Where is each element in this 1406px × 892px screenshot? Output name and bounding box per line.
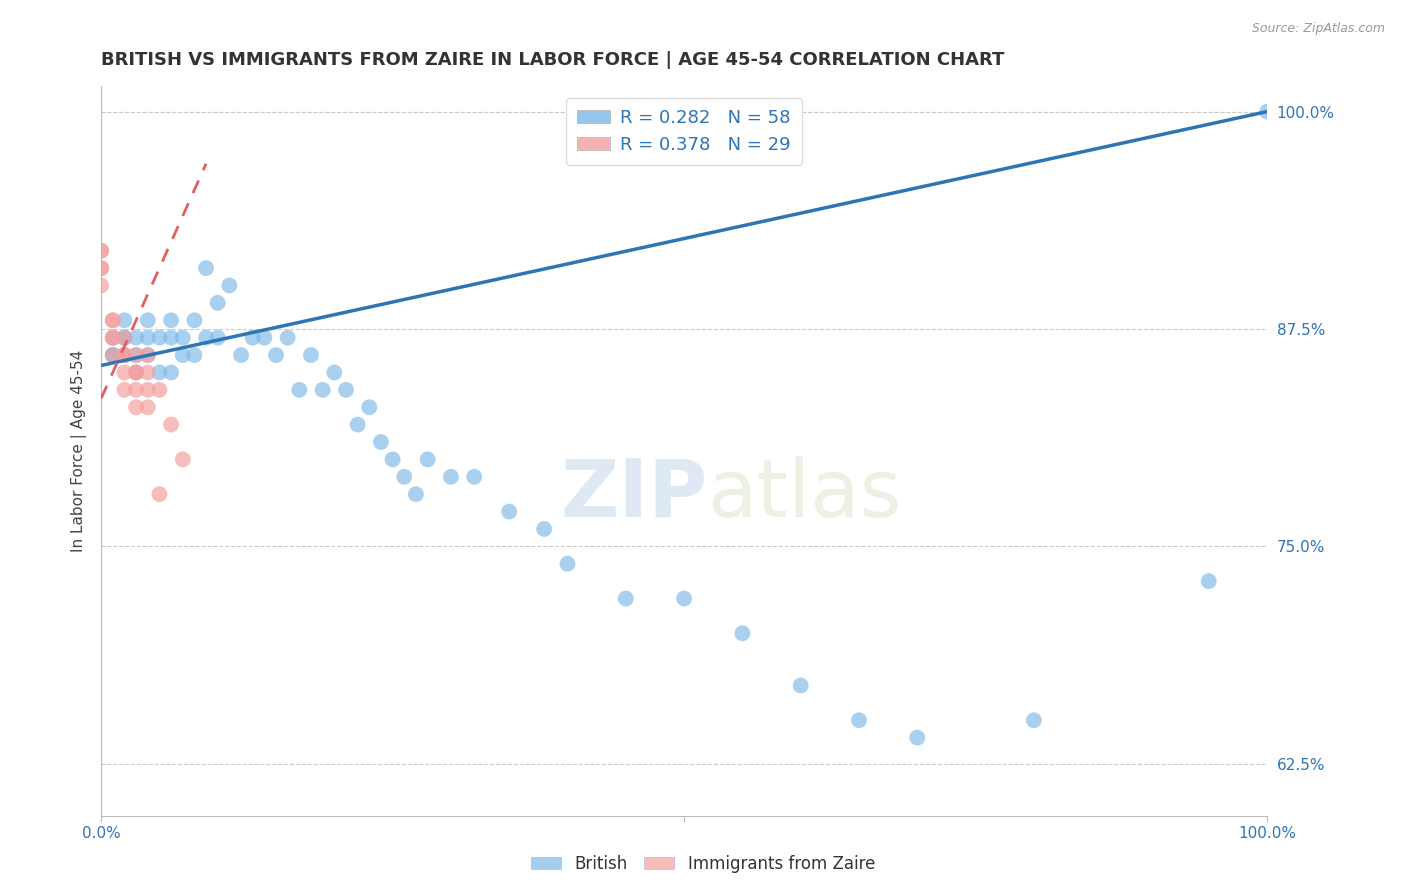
Point <box>114 348 136 362</box>
Point <box>405 487 427 501</box>
Point <box>160 313 183 327</box>
Point <box>533 522 555 536</box>
Point <box>114 348 136 362</box>
Point <box>1198 574 1220 588</box>
Point <box>370 435 392 450</box>
Point <box>242 331 264 345</box>
Point <box>731 626 754 640</box>
Point <box>229 348 252 362</box>
Legend: British, Immigrants from Zaire: British, Immigrants from Zaire <box>524 848 882 880</box>
Point <box>125 331 148 345</box>
Point <box>148 383 170 397</box>
Point <box>277 331 299 345</box>
Point <box>90 244 112 258</box>
Point <box>1256 104 1278 119</box>
Point <box>218 278 240 293</box>
Point <box>101 313 124 327</box>
Point <box>101 348 124 362</box>
Point <box>160 366 183 380</box>
Point <box>346 417 368 432</box>
Point <box>114 331 136 345</box>
Point <box>90 261 112 276</box>
Point <box>288 383 311 397</box>
Point <box>148 331 170 345</box>
Point <box>101 331 124 345</box>
Text: BRITISH VS IMMIGRANTS FROM ZAIRE IN LABOR FORCE | AGE 45-54 CORRELATION CHART: BRITISH VS IMMIGRANTS FROM ZAIRE IN LABO… <box>101 51 1004 69</box>
Point <box>207 331 229 345</box>
Point <box>148 366 170 380</box>
Point <box>323 366 346 380</box>
Point <box>207 296 229 310</box>
Point <box>125 366 148 380</box>
Point <box>195 261 218 276</box>
Point <box>195 331 218 345</box>
Point <box>359 401 381 415</box>
Point <box>394 470 416 484</box>
Point <box>136 348 159 362</box>
Point <box>557 557 579 571</box>
Point <box>614 591 637 606</box>
Text: Source: ZipAtlas.com: Source: ZipAtlas.com <box>1251 22 1385 36</box>
Point <box>172 331 194 345</box>
Point <box>463 470 485 484</box>
Point <box>101 313 124 327</box>
Point <box>90 244 112 258</box>
Point <box>264 348 287 362</box>
Point <box>440 470 463 484</box>
Point <box>416 452 439 467</box>
Point <box>498 505 520 519</box>
Point <box>335 383 357 397</box>
Point <box>789 678 811 692</box>
Point <box>125 366 148 380</box>
Point <box>136 348 159 362</box>
Point <box>114 348 136 362</box>
Point <box>1022 713 1045 727</box>
Point <box>125 366 148 380</box>
Point <box>136 313 159 327</box>
Point <box>114 383 136 397</box>
Point <box>183 348 205 362</box>
Legend: R = 0.282   N = 58, R = 0.378   N = 29: R = 0.282 N = 58, R = 0.378 N = 29 <box>567 98 801 165</box>
Point <box>125 383 148 397</box>
Point <box>183 313 205 327</box>
Point <box>136 331 159 345</box>
Point <box>673 591 696 606</box>
Point <box>90 261 112 276</box>
Point <box>125 348 148 362</box>
Point <box>381 452 404 467</box>
Y-axis label: In Labor Force | Age 45-54: In Labor Force | Age 45-54 <box>72 350 87 552</box>
Point <box>172 348 194 362</box>
Point <box>101 348 124 362</box>
Text: ZIP: ZIP <box>560 456 707 533</box>
Point <box>160 417 183 432</box>
Point <box>148 487 170 501</box>
Point <box>101 331 124 345</box>
Point <box>101 331 124 345</box>
Point <box>311 383 333 397</box>
Point <box>114 348 136 362</box>
Point <box>114 331 136 345</box>
Point <box>848 713 870 727</box>
Point <box>101 348 124 362</box>
Point <box>114 331 136 345</box>
Point <box>114 313 136 327</box>
Point <box>114 366 136 380</box>
Point <box>125 401 148 415</box>
Point <box>299 348 322 362</box>
Point <box>253 331 276 345</box>
Point <box>90 278 112 293</box>
Point <box>172 452 194 467</box>
Point <box>905 731 928 745</box>
Point <box>136 383 159 397</box>
Point <box>125 348 148 362</box>
Text: atlas: atlas <box>707 456 901 533</box>
Point <box>160 331 183 345</box>
Point <box>136 401 159 415</box>
Point <box>136 366 159 380</box>
